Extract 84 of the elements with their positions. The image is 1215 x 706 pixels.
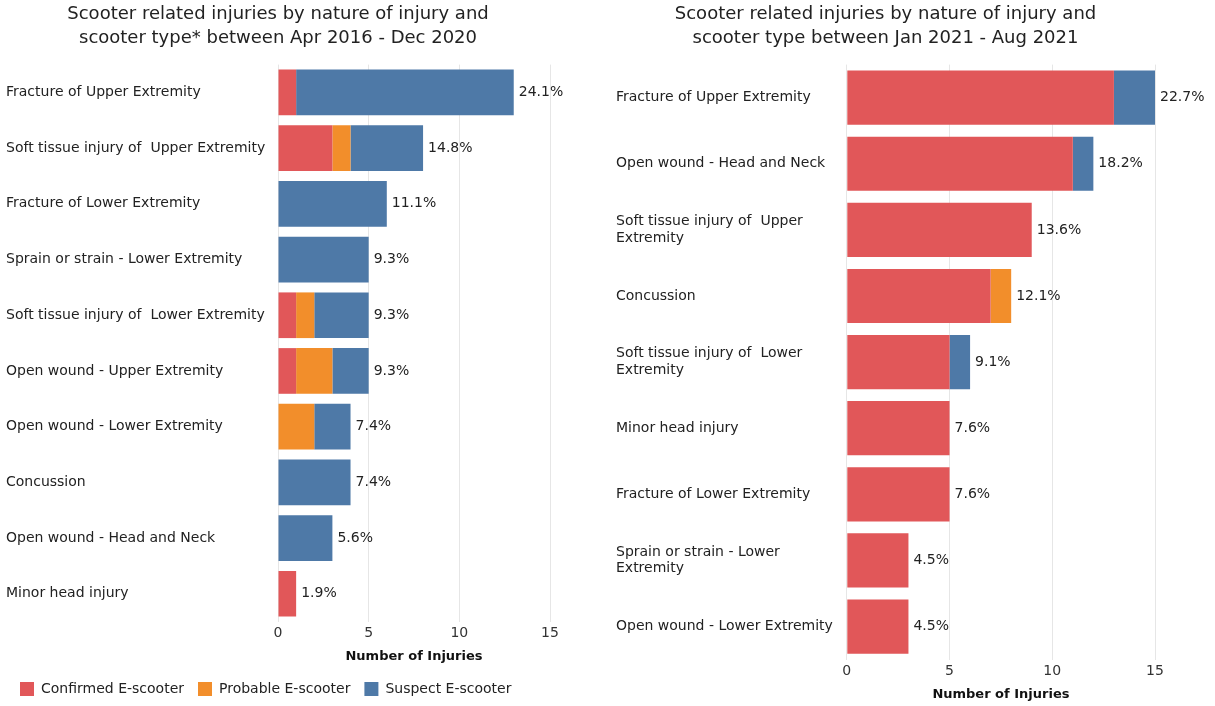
y-tick-label: Soft tissue injury of Upper Extremity	[616, 212, 804, 245]
annotation: 18.2%	[1098, 154, 1143, 171]
bar	[278, 69, 297, 116]
bar	[296, 69, 514, 116]
y-tick-label: Concussion	[6, 472, 86, 489]
bar	[847, 202, 1032, 257]
x-tick-label: 15	[1146, 661, 1164, 678]
bar	[278, 459, 351, 506]
annotation: 9.3%	[373, 305, 410, 322]
bar	[1072, 136, 1094, 191]
bar	[332, 125, 351, 171]
legend-label: Suspect E-scooter	[385, 679, 512, 696]
chart-title: Scooter related injuries by nature of injury and scooter type* between Apr 2016 - Dec 2020	[67, 1, 489, 48]
y-tick-label: Open wound - Head and Neck	[616, 154, 827, 171]
annotation: 9.1%	[975, 352, 1011, 369]
bar	[1113, 70, 1155, 125]
annotation: 13.6%	[1036, 220, 1082, 237]
bar	[990, 268, 1012, 324]
y-tick-label: Fracture of Lower Extremity	[616, 484, 811, 501]
bar	[314, 292, 369, 339]
y-tick-label: Sprain or strain - Lower Extremity	[616, 542, 781, 576]
bar	[847, 599, 909, 654]
bar	[278, 348, 297, 394]
x-tick-label: 0	[273, 623, 283, 640]
y-tick-label: Open wound - Lower Extremity	[6, 417, 223, 434]
y-tick-label: Minor head injury	[616, 418, 739, 435]
y-tick-label: Soft tissue injury of Lower Extremity	[6, 305, 265, 322]
bar	[314, 403, 351, 450]
annotation: 12.1%	[1016, 286, 1061, 303]
x-tick-label: 10	[1043, 661, 1062, 678]
y-tick-label: Sprain or strain - Lower Extremity	[6, 250, 243, 267]
annotation: 5.6%	[337, 528, 373, 545]
annotation: 22.7%	[1160, 88, 1205, 105]
chart-title: Scooter related injuries by nature of injury and scooter type between Jan 2021 - Aug 2021	[674, 1, 1097, 48]
annotation: 4.5%	[913, 617, 950, 634]
annotation: 14.8%	[428, 138, 473, 155]
y-tick-label: Concussion	[616, 286, 696, 303]
y-tick-label: Soft tissue injury of Lower Extremity	[616, 344, 803, 378]
y-tick-label: Open wound - Upper Extremity	[6, 361, 224, 378]
bar	[296, 348, 333, 394]
y-tick-label: Soft tissue injury of Upper Extremity	[6, 138, 266, 155]
y-tick-label: Minor head injury	[6, 584, 129, 601]
bar	[278, 181, 387, 227]
x-axis-title: Number of Injuries	[932, 685, 1070, 701]
y-tick-label: Open wound - Head and Neck	[6, 528, 217, 545]
x-tick-label: 10	[450, 623, 469, 640]
bar	[332, 348, 369, 394]
bar	[847, 70, 1114, 125]
bar	[949, 334, 971, 390]
bar	[278, 515, 333, 561]
annotation: 7.4%	[355, 472, 392, 489]
bar	[278, 236, 369, 283]
bar	[278, 292, 297, 339]
legend-label: Probable E-scooter	[219, 679, 351, 696]
bar	[847, 533, 909, 588]
x-tick-label: 15	[541, 623, 559, 640]
bar	[350, 125, 424, 171]
legend-label: Confirmed E-scooter	[41, 679, 185, 696]
y-tick-label: Open wound - Lower Extremity	[616, 617, 833, 634]
annotation: 7.6%	[954, 418, 991, 435]
bar	[278, 125, 333, 171]
y-tick-label: Fracture of Lower Extremity	[6, 194, 201, 211]
x-tick-label: 0	[842, 661, 852, 678]
bar	[847, 467, 950, 522]
annotation: 11.1%	[391, 194, 437, 211]
bar	[847, 334, 950, 390]
bar	[847, 268, 991, 324]
bar	[278, 403, 315, 450]
annotation: 4.5%	[913, 551, 950, 568]
x-tick-label: 5	[364, 623, 374, 640]
bar	[296, 292, 315, 339]
annotation: 7.4%	[355, 417, 392, 434]
bar	[278, 570, 297, 617]
annotation: 7.6%	[954, 484, 991, 501]
annotation: 1.9%	[301, 584, 337, 601]
bar	[847, 401, 950, 456]
annotation: 24.1%	[518, 83, 564, 100]
y-tick-label: Fracture of Upper Extremity	[6, 83, 201, 100]
x-axis-title: Number of Injuries	[345, 647, 483, 663]
y-tick-label: Fracture of Upper Extremity	[616, 88, 811, 105]
annotation: 9.3%	[373, 361, 410, 378]
bar	[847, 136, 1073, 191]
annotation: 9.3%	[373, 250, 410, 267]
x-tick-label: 5	[945, 661, 954, 678]
